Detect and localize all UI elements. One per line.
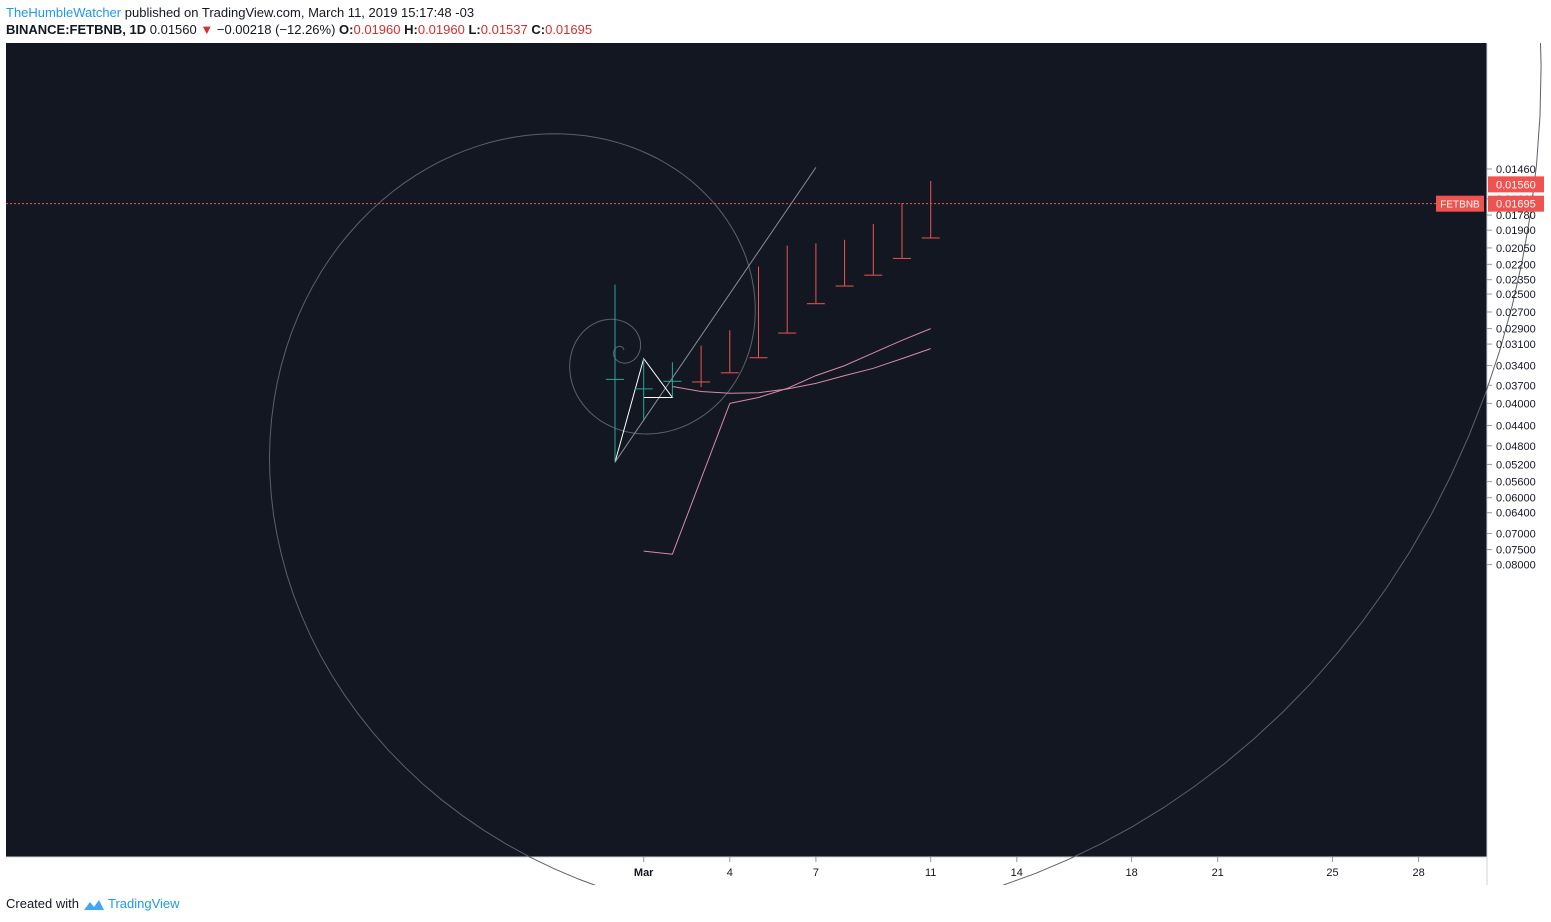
y-tick-label: 0.01780	[1496, 210, 1536, 222]
candle[interactable]	[835, 239, 854, 287]
price-axis-ticks: 0.08000 0.07500 0.07000 0.06400 0.06000 0.056…	[1487, 164, 1536, 572]
candle[interactable]	[864, 224, 883, 276]
y-tick-label: 0.05600	[1496, 477, 1536, 489]
ma-line-1	[672, 348, 931, 394]
candle-body	[806, 303, 825, 305]
price-change: −0.00218 (−12.26%)	[216, 22, 336, 37]
footer: Created with TradingView	[6, 896, 180, 912]
x-tick-label: 4	[727, 867, 733, 879]
last-price: 0.01560	[149, 22, 197, 37]
candle[interactable]	[749, 266, 768, 359]
y-tick-label: 0.01900	[1496, 225, 1536, 237]
x-tick-label: 7	[813, 867, 819, 879]
candle[interactable]	[720, 330, 739, 374]
y-tick-label: 0.02500	[1496, 289, 1536, 301]
price-tag	[1488, 176, 1544, 193]
price-labels: FETBNB 0.01695 0.01560	[1436, 176, 1544, 212]
candle-body	[720, 372, 739, 374]
close-label: C:	[531, 22, 546, 37]
tradingview-logo-icon	[83, 899, 104, 910]
tradingview-brand-link[interactable]: TradingView	[108, 896, 180, 911]
y-tick-label: 0.07500	[1496, 545, 1536, 557]
ma-line-2	[729, 328, 931, 404]
moving-averages	[643, 328, 931, 555]
candle[interactable]	[806, 243, 825, 305]
trendline[interactable]	[614, 167, 817, 463]
zigzag-pattern[interactable]	[614, 357, 674, 463]
candles[interactable]	[606, 180, 940, 463]
y-tick-label: 0.04000	[1496, 398, 1536, 410]
candle[interactable]	[663, 362, 682, 398]
time-axis[interactable]	[6, 857, 1487, 885]
candle-body	[835, 285, 854, 287]
y-tick-label: 0.06000	[1496, 493, 1536, 505]
x-tick-label: 11	[925, 867, 936, 879]
candle[interactable]	[893, 202, 911, 259]
candle-body	[893, 257, 911, 259]
publish-line: TheHumbleWatcher published on TradingVie…	[6, 4, 592, 21]
y-tick-label: 0.04800	[1496, 441, 1536, 453]
x-tick-label: 14	[1011, 867, 1023, 879]
y-tick-label: 0.08000	[1496, 560, 1536, 572]
y-tick-label: 0.04400	[1496, 421, 1536, 433]
open-value: 0.01960	[353, 22, 401, 37]
candle[interactable]	[634, 358, 653, 422]
chart-frame[interactable]: 0.08000 0.07500 0.07000 0.06400 0.06000 0.056…	[6, 0, 1546, 920]
low-label: L:	[468, 22, 481, 37]
symbol-tag	[1436, 195, 1484, 212]
y-tick-label: 0.03400	[1496, 361, 1536, 373]
x-tick-label: Mar	[634, 867, 654, 879]
candle-body	[864, 274, 883, 276]
candle-body	[749, 357, 768, 359]
candlestick-chart[interactable]: 0.08000 0.07500 0.07000 0.06400 0.06000 0.056…	[6, 0, 1546, 920]
x-tick-label: 21	[1212, 867, 1224, 879]
ma-line-3	[643, 403, 731, 555]
candle-body	[692, 381, 711, 383]
created-with-text: Created with	[6, 896, 79, 911]
candle-body	[606, 378, 624, 380]
high-value: 0.01960	[417, 22, 465, 37]
candle-body	[921, 237, 940, 239]
candle-body	[778, 332, 797, 334]
candle-body	[663, 380, 682, 382]
y-tick-label: 0.07000	[1496, 529, 1536, 541]
published-text: published on TradingView.com, March 11, …	[124, 5, 475, 20]
open-label: O:	[339, 22, 354, 37]
y-tick-label: 0.02200	[1496, 259, 1536, 271]
plot-area[interactable]	[6, 43, 1487, 857]
candle[interactable]	[692, 345, 711, 388]
trend-lines[interactable]	[614, 167, 817, 463]
symbol-label: BINANCE:FETBNB, 1D	[6, 22, 147, 37]
candle[interactable]	[778, 245, 797, 334]
price-tag-text: 0.01695	[1496, 199, 1536, 211]
x-tick-label: 25	[1326, 867, 1338, 879]
y-tick-label: 0.01460	[1496, 164, 1536, 176]
y-tick-label: 0.05200	[1496, 459, 1536, 471]
candle[interactable]	[606, 284, 624, 463]
y-tick-label: 0.02700	[1496, 307, 1536, 319]
x-tick-label: 28	[1412, 867, 1424, 879]
x-tick-label: 18	[1125, 867, 1137, 879]
symbol-tag-text: FETBNB	[1440, 200, 1480, 211]
down-arrow-icon: ▼	[200, 22, 214, 37]
low-value: 0.01537	[480, 22, 528, 37]
chart-header: TheHumbleWatcher published on TradingVie…	[6, 4, 592, 38]
high-label: H:	[404, 22, 418, 37]
time-axis-ticks: Mar 4 7 11 14 18 21 25 28	[634, 857, 1425, 879]
price-tag-text: 0.01560	[1496, 179, 1536, 191]
author-link[interactable]: TheHumbleWatcher	[6, 5, 122, 20]
price-tag	[1488, 195, 1544, 212]
candle-body	[634, 388, 653, 390]
y-tick-label: 0.03700	[1496, 380, 1536, 392]
close-value: 0.01695	[545, 22, 593, 37]
y-tick-label: 0.03100	[1496, 339, 1536, 351]
ohlc-line: BINANCE:FETBNB, 1D 0.01560 ▼ −0.00218 (−…	[6, 21, 592, 38]
y-tick-label: 0.02050	[1496, 243, 1536, 255]
candle[interactable]	[921, 180, 940, 239]
y-tick-label: 0.06400	[1496, 508, 1536, 520]
y-tick-label: 0.02350	[1496, 275, 1536, 287]
y-tick-label: 0.02900	[1496, 324, 1536, 336]
